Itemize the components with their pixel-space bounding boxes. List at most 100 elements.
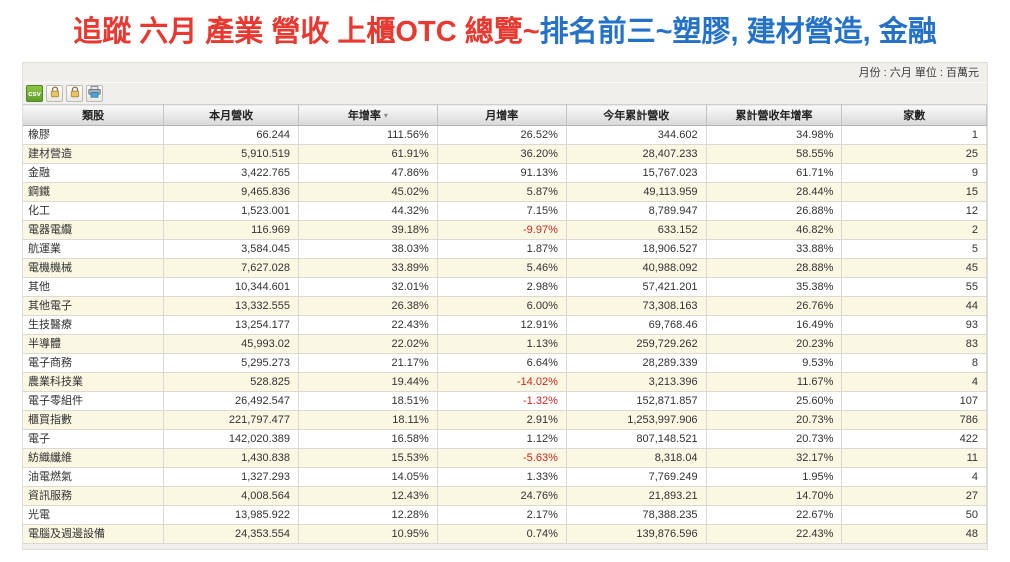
cell-company-count: 83 [841, 334, 987, 354]
lock-button-2[interactable] [66, 85, 83, 102]
cell-company-count: 422 [841, 429, 987, 449]
toolbar: csv [23, 83, 987, 104]
col-header-category[interactable]: 類股 [23, 104, 165, 126]
cell-ytd-revenue: 15,767.023 [566, 163, 707, 183]
csv-icon: csv [28, 88, 41, 98]
cell-mom: 91.13% [437, 163, 567, 183]
lock-button-1[interactable] [46, 85, 63, 102]
cell-mom: -14.02% [437, 372, 567, 392]
cell-yoy: 22.02% [298, 334, 438, 354]
cell-ytd-revenue: 69,768.46 [566, 315, 707, 335]
cell-mom: 0.74% [437, 524, 567, 544]
table-row: 電子商務 5,295.273 21.17% 6.64% 28,289.339 9.53% 8 [23, 353, 987, 373]
cell-mom: 1.12% [437, 429, 567, 449]
table-row: 化工 1,523.001 44.32% 7.15% 8,789.947 26.88% 12 [23, 201, 987, 221]
table-row: 農業科技業 528.825 19.44% -14.02% 3,213.396 11.67%… [23, 372, 987, 392]
table-row: 生技醫療 13,254.177 22.43% 12.91% 69,768.46 16.49… [23, 315, 987, 335]
table-row: 電子零組件 26,492.547 18.51% -1.32% 152,871.857 25… [23, 391, 987, 411]
cell-company-count: 15 [841, 182, 987, 202]
cell-month-revenue: 3,422.765 [163, 163, 300, 183]
table-row: 橡膠 66.244 111.56% 26.52% 344.602 34.98% 1 [23, 125, 987, 145]
cell-month-revenue: 13,332.555 [163, 296, 300, 316]
cell-company-count: 1 [841, 125, 987, 145]
cell-mom: 2.17% [437, 505, 567, 525]
cell-ytd-yoy: 28.44% [706, 182, 843, 202]
cell-month-revenue: 1,523.001 [163, 201, 300, 221]
cell-mom: 5.87% [437, 182, 567, 202]
cell-month-revenue: 1,430.838 [163, 448, 300, 468]
cell-ytd-revenue: 18,906.527 [566, 239, 707, 259]
cell-company-count: 5 [841, 239, 987, 259]
cell-ytd-revenue: 57,421.201 [566, 277, 707, 297]
table-row: 建材營造 5,910.519 61.91% 36.20% 28,407.233 58.55… [23, 144, 987, 164]
cell-yoy: 111.56% [298, 125, 438, 145]
cell-company-count: 9 [841, 163, 987, 183]
col-header-ytd-yoy[interactable]: 累計營收年增率 [706, 104, 843, 126]
cell-ytd-revenue: 259,729.262 [566, 334, 707, 354]
col-header-ytd-revenue[interactable]: 今年累計營收 [566, 104, 707, 126]
cell-ytd-yoy: 26.88% [706, 201, 843, 221]
cell-yoy: 10.95% [298, 524, 438, 544]
cell-company-count: 48 [841, 524, 987, 544]
cell-mom: 36.20% [437, 144, 567, 164]
cell-yoy: 21.17% [298, 353, 438, 373]
cell-ytd-yoy: 1.95% [706, 467, 843, 487]
month-unit-label: 月份 : 六月 單位 : 百萬元 [858, 67, 979, 79]
cell-mom: 1.13% [437, 334, 567, 354]
cell-ytd-yoy: 14.70% [706, 486, 843, 506]
csv-export-button[interactable]: csv [26, 85, 43, 102]
cell-ytd-revenue: 152,871.857 [566, 391, 707, 411]
cell-ytd-yoy: 34.98% [706, 125, 843, 145]
cell-company-count: 55 [841, 277, 987, 297]
col-header-month-revenue[interactable]: 本月營收 [163, 104, 300, 126]
cell-yoy: 32.01% [298, 277, 438, 297]
cell-ytd-revenue: 28,289.339 [566, 353, 707, 373]
cell-month-revenue: 116.969 [163, 220, 300, 240]
cell-mom: 1.33% [437, 467, 567, 487]
cell-company-count: 786 [841, 410, 987, 430]
cell-ytd-yoy: 46.82% [706, 220, 843, 240]
cell-mom: 5.46% [437, 258, 567, 278]
table-body: 橡膠 66.244 111.56% 26.52% 344.602 34.98% 1 建材營造 5… [23, 125, 987, 544]
cell-mom: 7.15% [437, 201, 567, 221]
print-button[interactable] [86, 85, 103, 102]
cell-company-count: 50 [841, 505, 987, 525]
cell-ytd-revenue: 78,388.235 [566, 505, 707, 525]
cell-ytd-yoy: 22.43% [706, 524, 843, 544]
industry-revenue-table: 類股 本月營收 年增率 ▾ 月增率 今年累計營收 累計營收年增率 家數 橡膠 66.… [23, 104, 987, 544]
table-row: 電腦及週邊設備 24,353.554 10.95% 0.74% 139,876.596 2… [23, 524, 987, 544]
col-header-mom[interactable]: 月增率 [437, 104, 567, 126]
table-row: 電機機械 7,627.028 33.89% 5.46% 40,988.092 28.88%… [23, 258, 987, 278]
cell-category: 電腦及週邊設備 [23, 524, 165, 544]
cell-company-count: 12 [841, 201, 987, 221]
lock-icon [69, 86, 81, 101]
cell-yoy: 38.03% [298, 239, 438, 259]
cell-company-count: 11 [841, 448, 987, 468]
table-row: 電子 142,020.389 16.58% 1.12% 807,148.521 20.73… [23, 429, 987, 449]
cell-ytd-revenue: 3,213.396 [566, 372, 707, 392]
cell-company-count: 8 [841, 353, 987, 373]
cell-ytd-revenue: 49,113.959 [566, 182, 707, 202]
cell-ytd-yoy: 25.60% [706, 391, 843, 411]
cell-month-revenue: 1,327.293 [163, 467, 300, 487]
page-title-red: 追蹤 六月 產業 營收 上櫃OTC 總覽~ [73, 16, 540, 48]
cell-company-count: 4 [841, 372, 987, 392]
cell-ytd-revenue: 344.602 [566, 125, 707, 145]
cell-yoy: 19.44% [298, 372, 438, 392]
table-row: 其他 10,344.601 32.01% 2.98% 57,421.201 35.38% 5… [23, 277, 987, 297]
cell-ytd-yoy: 26.76% [706, 296, 843, 316]
cell-category: 櫃買指數 [23, 410, 165, 430]
cell-company-count: 44 [841, 296, 987, 316]
cell-yoy: 26.38% [298, 296, 438, 316]
cell-category: 電子商務 [23, 353, 165, 373]
col-header-company-count[interactable]: 家數 [841, 104, 987, 126]
col-header-yoy[interactable]: 年增率 ▾ [298, 104, 438, 126]
table-row: 光電 13,985.922 12.28% 2.17% 78,388.235 22.67% 5… [23, 505, 987, 525]
cell-yoy: 16.58% [298, 429, 438, 449]
cell-month-revenue: 5,910.519 [163, 144, 300, 164]
table-row: 電器電纜 116.969 39.18% -9.97% 633.152 46.82% 2 [23, 220, 987, 240]
cell-mom: -9.97% [437, 220, 567, 240]
cell-mom: 26.52% [437, 125, 567, 145]
cell-category: 油電燃氣 [23, 467, 165, 487]
cell-company-count: 45 [841, 258, 987, 278]
